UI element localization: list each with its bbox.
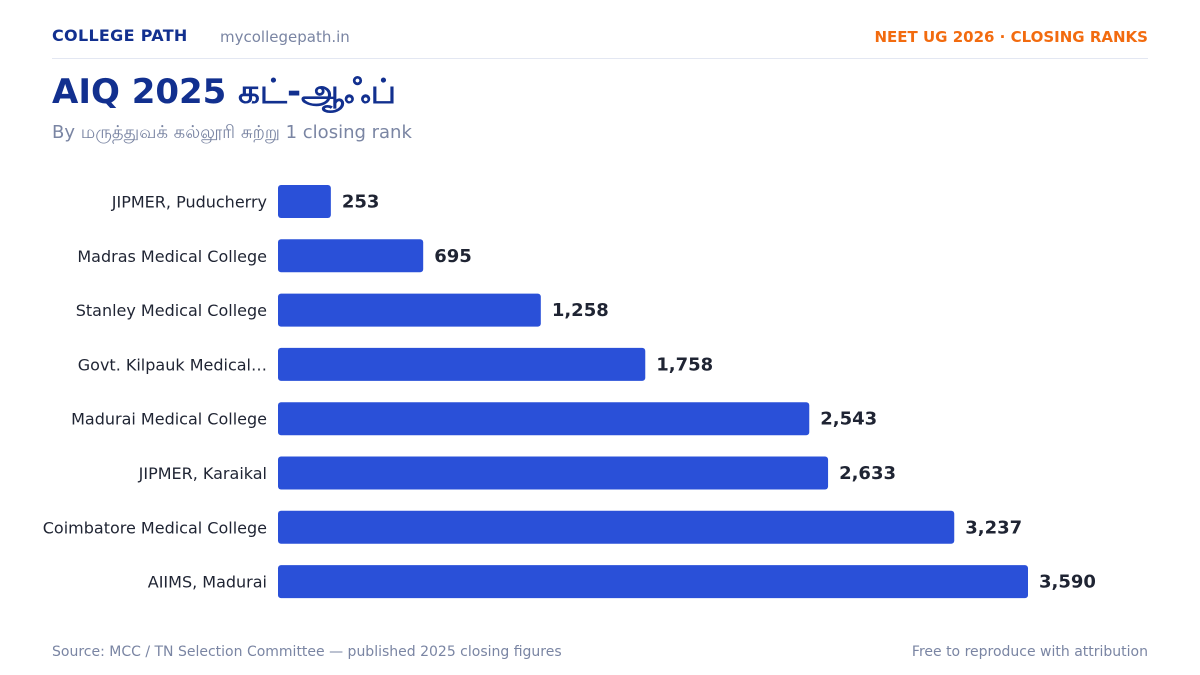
bar — [278, 510, 955, 544]
bar — [278, 185, 331, 218]
category-label: JIPMER, Karaikal — [138, 464, 267, 483]
chart-subtitle: By மருத்துவக் கல்லூரி சுற்று 1 closing r… — [52, 122, 412, 143]
bar — [278, 456, 829, 490]
value-label: 1,258 — [552, 300, 609, 321]
value-label: 695 — [434, 246, 472, 267]
bar — [278, 239, 424, 273]
source-note: Source: MCC / TN Selection Committee — p… — [52, 644, 562, 660]
category-label: Govt. Kilpauk Medical… — [78, 355, 267, 374]
category-label: JIPMER, Puducherry — [111, 193, 267, 212]
site-domain: mycollegepath.in — [220, 28, 350, 46]
header-tag: NEET UG 2026 · CLOSING RANKS — [874, 28, 1148, 46]
brand-name: COLLEGE PATH — [52, 26, 188, 45]
category-label: Coimbatore Medical College — [43, 518, 267, 537]
value-label: 2,543 — [820, 409, 877, 430]
bar — [278, 402, 810, 436]
value-label: 2,633 — [839, 463, 896, 484]
chart-title: AIQ 2025 கட்-ஆஃப் — [52, 72, 397, 112]
category-label: Madras Medical College — [77, 247, 267, 266]
category-label: Madurai Medical College — [71, 410, 267, 429]
category-label: Stanley Medical College — [76, 301, 267, 320]
header-divider — [52, 58, 1148, 59]
bar — [278, 293, 541, 327]
value-label: 253 — [342, 192, 380, 213]
bar — [278, 347, 646, 381]
category-label: AIIMS, Madurai — [148, 573, 267, 592]
license-note: Free to reproduce with attribution — [911, 644, 1148, 660]
value-label: 3,590 — [1039, 572, 1096, 593]
bar-chart: JIPMER, Puducherry 253 Madras Medical Coll… — [43, 185, 1096, 599]
value-label: 3,237 — [965, 517, 1022, 538]
value-label: 1,758 — [656, 354, 713, 375]
bar — [278, 565, 1028, 599]
